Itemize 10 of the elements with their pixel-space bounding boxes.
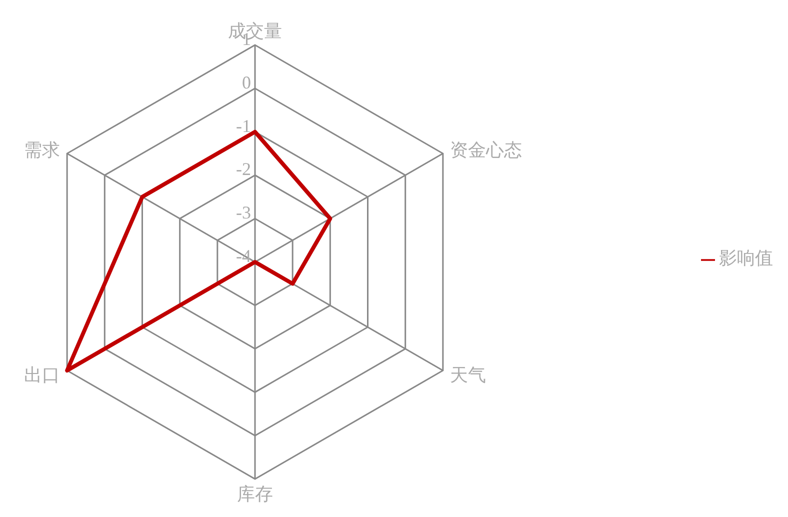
- y-tick-label: -3: [236, 202, 251, 223]
- spoke-label: 资金心态: [450, 140, 522, 160]
- y-tick-label: -1: [236, 116, 251, 136]
- legend-label: 影响值: [719, 248, 773, 268]
- y-tick-label: 0: [242, 72, 251, 92]
- spoke-label: 出口: [24, 364, 60, 385]
- spoke-label: 天气: [450, 364, 486, 385]
- spoke-label: 库存: [237, 484, 273, 504]
- y-tick-label: -2: [236, 159, 251, 180]
- spoke-label: 需求: [24, 140, 60, 160]
